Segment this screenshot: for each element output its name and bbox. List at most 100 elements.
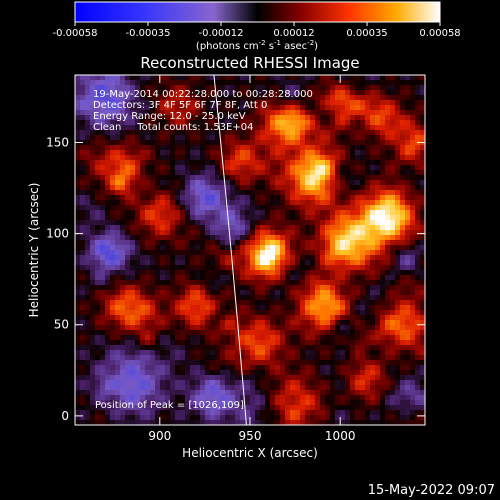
heatmap-cell	[195, 280, 201, 286]
heatmap-cell	[310, 315, 316, 321]
heatmap-cell	[185, 90, 191, 96]
heatmap-cell	[245, 260, 251, 266]
heatmap-cell	[215, 130, 221, 136]
heatmap-cell	[245, 365, 251, 371]
heatmap-cell	[280, 155, 286, 161]
heatmap-cell	[255, 95, 261, 101]
heatmap-cell	[230, 415, 236, 421]
heatmap-cell	[355, 420, 361, 425]
heatmap-cell	[335, 85, 341, 91]
heatmap-cell	[335, 145, 341, 151]
heatmap-cell	[305, 145, 311, 151]
heatmap-cell	[300, 235, 306, 241]
heatmap-cell	[135, 345, 141, 351]
heatmap-cell	[410, 275, 416, 281]
heatmap-cell	[335, 250, 341, 256]
heatmap-cell	[120, 185, 126, 191]
heatmap-cell	[400, 275, 406, 281]
heatmap-cell	[160, 140, 166, 146]
heatmap-cell	[90, 390, 96, 396]
heatmap-cell	[225, 420, 231, 425]
heatmap-cell	[275, 365, 281, 371]
heatmap-cell	[370, 135, 376, 141]
heatmap-cell	[100, 295, 106, 301]
heatmap-cell	[290, 140, 296, 146]
heatmap-cell	[305, 380, 311, 386]
heatmap-cell	[200, 380, 206, 386]
heatmap-cell	[285, 85, 291, 91]
heatmap-cell	[235, 215, 241, 221]
heatmap-cell	[305, 205, 311, 211]
heatmap-cell	[385, 275, 391, 281]
heatmap-cell	[225, 150, 231, 156]
heatmap-cell	[155, 250, 161, 256]
heatmap-cell	[305, 120, 311, 126]
heatmap-cell	[90, 270, 96, 276]
heatmap-cell	[155, 125, 161, 131]
heatmap-cell	[190, 325, 196, 331]
heatmap-cell	[260, 295, 266, 301]
heatmap-cell	[245, 205, 251, 211]
heatmap-cell	[220, 290, 226, 296]
heatmap-cell	[330, 140, 336, 146]
heatmap-cell	[395, 385, 401, 391]
heatmap-cell	[220, 185, 226, 191]
heatmap-cell	[255, 195, 261, 201]
heatmap-cell	[360, 235, 366, 241]
heatmap-cell	[300, 240, 306, 246]
heatmap-cell	[100, 100, 106, 106]
heatmap-cell	[295, 410, 301, 416]
heatmap-cell	[360, 250, 366, 256]
heatmap-cell	[340, 175, 346, 181]
heatmap-cell	[320, 220, 326, 226]
heatmap-cell	[260, 115, 266, 121]
heatmap-cell	[245, 285, 251, 291]
heatmap-cell	[325, 325, 331, 331]
heatmap-cell	[155, 245, 161, 251]
heatmap-cell	[355, 220, 361, 226]
heatmap-cell	[205, 230, 211, 236]
heatmap-cell	[400, 255, 406, 261]
heatmap-cell	[105, 340, 111, 346]
heatmap-cell	[250, 420, 256, 425]
heatmap-cell	[330, 115, 336, 121]
heatmap-cell	[110, 235, 116, 241]
heatmap-cell	[255, 240, 261, 246]
heatmap-cell	[235, 250, 241, 256]
heatmap-cell	[240, 390, 246, 396]
heatmap-cell	[200, 405, 206, 411]
heatmap-cell	[95, 220, 101, 226]
heatmap-cell	[290, 170, 296, 176]
heatmap-cell	[295, 420, 301, 425]
heatmap-cell	[160, 385, 166, 391]
heatmap-cell	[165, 125, 171, 131]
heatmap-cell	[395, 370, 401, 376]
heatmap-cell	[310, 200, 316, 206]
heatmap-cell	[185, 200, 191, 206]
heatmap-cell	[245, 225, 251, 231]
heatmap-cell	[385, 125, 391, 131]
heatmap-cell	[115, 150, 121, 156]
heatmap-cell	[75, 415, 81, 421]
heatmap-cell	[145, 385, 151, 391]
heatmap-cell	[90, 280, 96, 286]
heatmap-cell	[305, 165, 311, 171]
heatmap-cell	[75, 205, 81, 211]
heatmap-cell	[260, 180, 266, 186]
heatmap-cell	[85, 120, 91, 126]
heatmap-cell	[220, 360, 226, 366]
heatmap-cell	[245, 215, 251, 221]
heatmap-cell	[310, 215, 316, 221]
annotation-time: 19-May-2014 00:22:28.000 to 00:28:28.000	[93, 89, 313, 100]
heatmap-cell	[125, 260, 131, 266]
heatmap-cell	[155, 185, 161, 191]
heatmap-cell	[390, 200, 396, 206]
heatmap-cell	[365, 315, 371, 321]
heatmap-cell	[145, 290, 151, 296]
heatmap-cell	[205, 165, 211, 171]
heatmap-cell	[170, 290, 176, 296]
heatmap-cell	[390, 415, 396, 421]
heatmap-cell	[340, 205, 346, 211]
heatmap-cell	[145, 390, 151, 396]
heatmap-cell	[260, 340, 266, 346]
